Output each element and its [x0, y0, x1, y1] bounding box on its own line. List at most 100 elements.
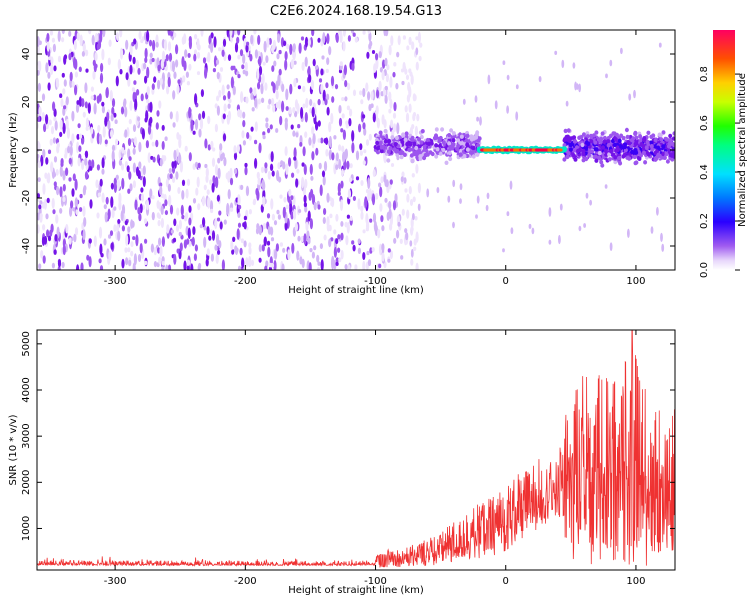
spectrogram-cell: [277, 33, 281, 43]
spectrogram-cell: [193, 53, 197, 62]
spectrogram-cell: [89, 199, 93, 209]
spectrogram-cell: [95, 179, 99, 189]
spectrogram-cell: [317, 138, 321, 143]
spectrogram-cell: [136, 89, 140, 96]
spectrogram-cell: [419, 42, 423, 48]
spectrogram-cell: [233, 30, 237, 35]
spectrogram-cell: [116, 224, 120, 233]
spectrogram-cell: [94, 52, 98, 61]
colorbar-tick-label: 0.6: [699, 115, 710, 131]
y-tick-label: 1000: [21, 516, 32, 541]
spectrogram-cell: [380, 215, 384, 223]
spectrogram-cell: [113, 206, 117, 211]
spectrogram-cell: [459, 134, 464, 139]
spectrogram-cell: [232, 85, 236, 95]
spectrogram-cell: [61, 261, 65, 269]
spectrogram-cell: [145, 140, 149, 149]
spectrogram-cell: [254, 49, 258, 59]
spectrogram-cell: [267, 246, 271, 258]
spectrogram-cell: [248, 135, 252, 141]
spectrogram-cell: [245, 70, 249, 77]
spectrogram-cell: [284, 51, 288, 61]
spectrogram-cell: [57, 55, 62, 63]
spectrogram-cell: [379, 145, 384, 150]
spectrogram-cell: [238, 204, 242, 210]
spectrogram-cell: [403, 137, 408, 142]
spectrogram-cell: [63, 105, 67, 110]
spectrogram-cell: [73, 39, 77, 51]
spectrogram-cell: [331, 258, 335, 270]
spectrogram-cell: [71, 188, 75, 197]
spectrogram-cell: [129, 100, 133, 111]
spectrogram-cell: [305, 97, 309, 109]
spectrogram-cell: [400, 139, 405, 144]
spectrogram-cell: [90, 86, 94, 92]
spectrogram-cell: [410, 135, 415, 141]
spectrogram-cell: [413, 246, 417, 251]
spectrogram-cell: [397, 221, 401, 227]
spectrogram-cell: [171, 60, 176, 73]
spectrogram-cell: [418, 55, 422, 62]
spectrogram-cell: [227, 189, 231, 200]
spectrogram-cell: [303, 194, 307, 204]
spectrogram-cell: [157, 64, 161, 72]
spectrogram-cell: [406, 45, 410, 51]
spectrogram-cell: [79, 133, 83, 139]
spectrogram-cell: [64, 147, 68, 157]
spectrogram-cell: [612, 131, 617, 136]
spectrogram-cell: [37, 177, 41, 183]
spectrogram-cell: [372, 169, 376, 178]
spectrogram-cell: [506, 211, 510, 217]
spectrogram-cell: [123, 98, 127, 106]
spectrogram-cell: [321, 55, 325, 60]
spectrogram-cell: [232, 65, 236, 71]
spectrogram-cell: [335, 261, 339, 266]
spectrogram-cell: [307, 237, 311, 245]
spectrogram-cell: [451, 138, 456, 143]
spectrogram-cell: [40, 250, 44, 259]
spectrogram-cell: [193, 49, 198, 56]
spectrogram-cell: [66, 127, 70, 139]
spectrogram-cell: [151, 141, 155, 147]
spectrogram-cell: [97, 39, 102, 50]
spectrogram-cell: [351, 142, 355, 154]
spectrogram-cell: [39, 213, 43, 218]
spectrogram-cell: [132, 56, 136, 65]
spectrogram-cell: [565, 100, 569, 107]
spectrogram-cell: [220, 153, 224, 162]
spectrogram-cell: [110, 182, 114, 190]
spectrogram-cell: [410, 258, 414, 266]
spectrogram-cell: [119, 30, 123, 38]
spectrogram-cell: [393, 62, 397, 67]
spectrogram-cell: [153, 76, 157, 83]
spectrogram-cell: [179, 160, 183, 173]
spectrogram-cell: [475, 152, 480, 157]
spectrogram-cell: [139, 243, 143, 254]
spectrogram-cell: [276, 209, 280, 215]
spectrogram-cell: [285, 88, 289, 101]
spectrogram-cell: [147, 152, 151, 164]
spectrogram-cell: [198, 128, 202, 138]
spectrogram-cell: [434, 127, 439, 132]
spectrogram-cell: [91, 34, 95, 46]
spectrogram-cell: [328, 238, 332, 248]
spectrogram-cell: [144, 57, 148, 63]
spectrogram-cell: [355, 150, 360, 161]
spectrogram-cell: [50, 161, 54, 173]
spectrogram-cell: [456, 138, 461, 143]
spectrogram-cell: [45, 114, 49, 125]
spectrogram-cell: [133, 80, 137, 85]
spectrogram-cell: [292, 130, 296, 137]
spectrogram-cell: [424, 148, 429, 154]
spectrogram-cell: [401, 80, 405, 86]
spectrogram-cell: [216, 95, 220, 102]
spectrogram-cell: [76, 100, 80, 105]
spectrogram-cell: [223, 157, 227, 167]
spectrogram-cell: [568, 142, 573, 148]
spectrogram-cell: [145, 199, 150, 211]
spectrogram-cell: [418, 154, 423, 159]
spectrogram-cell: [59, 186, 63, 198]
spectrogram-cell: [210, 253, 214, 262]
spectrogram-cell: [290, 195, 294, 201]
x-tick-label: 100: [626, 276, 645, 287]
